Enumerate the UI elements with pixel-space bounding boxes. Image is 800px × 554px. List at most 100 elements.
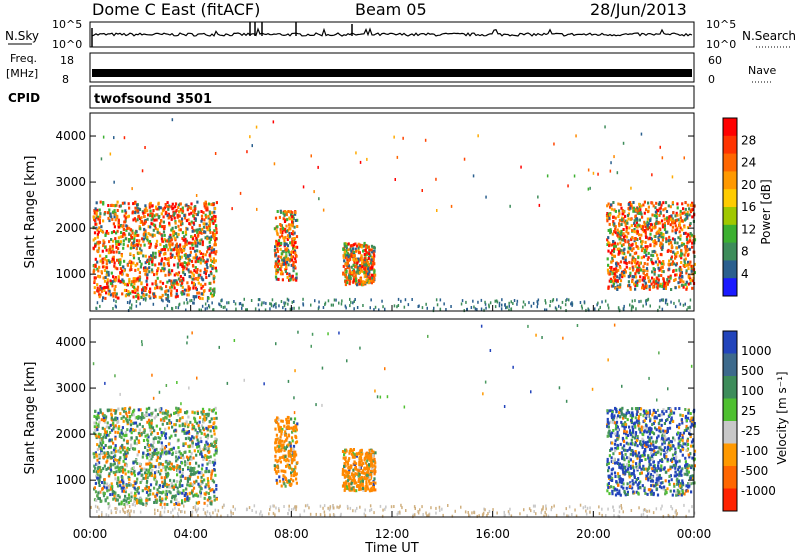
velocity-echo-cell	[100, 443, 103, 447]
power-echo-cell	[206, 266, 209, 269]
power-echo-cell	[127, 290, 130, 293]
power-echo-cell	[115, 292, 118, 296]
power-ground-scatter	[245, 308, 247, 312]
velocity-echo-cell	[179, 410, 182, 414]
power-echo-cell	[160, 237, 163, 241]
power-echo-cell	[355, 257, 358, 261]
power-ground-scatter	[632, 305, 634, 309]
velocity-echo-cell	[185, 411, 188, 415]
power-echo-cell	[675, 252, 678, 256]
velocity-echo-cell	[276, 416, 279, 420]
velocity-echo-cell	[145, 498, 148, 502]
power-echo-cell	[287, 250, 290, 254]
power-echo-cell	[181, 209, 185, 213]
power-echo-cell	[133, 285, 136, 289]
power-echo-cell	[662, 280, 666, 284]
power-echo-cell	[137, 233, 140, 237]
power-echo-cell	[293, 225, 296, 229]
power-echo-cell	[198, 239, 201, 243]
power-echo-cell	[198, 250, 201, 254]
power-ground-scatter	[461, 299, 464, 303]
velocity-echo-cell	[147, 470, 150, 474]
power-echo-cell	[610, 260, 613, 264]
power-echo-cell	[686, 214, 689, 218]
velocity-echo-cell	[188, 449, 191, 453]
velocity-echo-cell	[204, 434, 208, 438]
velocity-echo-cell	[206, 449, 209, 453]
power-echo-cell	[639, 237, 642, 240]
power-echo-cell	[167, 239, 170, 243]
velocity-echo-cell	[276, 481, 279, 485]
power-echo-cell	[96, 267, 99, 271]
velocity-echo-cell	[117, 427, 120, 431]
power-echo-cell	[108, 290, 111, 293]
freq-trace	[92, 69, 692, 77]
velocity-echo-cell	[195, 435, 198, 439]
power-echo-cell	[366, 268, 369, 272]
power-echo-cell	[99, 212, 102, 216]
power-echo-cell	[214, 207, 217, 211]
power-echo-cell	[618, 237, 621, 241]
power-echo-cell	[167, 216, 170, 220]
velocity-echo-cell	[164, 471, 167, 475]
power-echo-cell	[622, 243, 625, 247]
velocity-echo-cell	[357, 478, 360, 481]
power-echo-cell	[103, 286, 106, 289]
power-echo-cell	[662, 214, 665, 218]
velocity-echo-cell	[193, 472, 196, 476]
power-sparse-echo	[463, 157, 466, 161]
power-echo-cell	[117, 236, 120, 240]
power-echo-cell	[631, 265, 634, 269]
velocity-echo-cell	[113, 490, 116, 494]
power-echo-cell	[618, 209, 621, 213]
power-echo-cell	[623, 260, 626, 264]
power-ground-scatter	[470, 306, 473, 309]
velocity-echo-cell	[159, 427, 162, 431]
velocity-echo-cell	[108, 488, 111, 492]
power-echo-cell	[122, 279, 125, 283]
power-echo-cell	[629, 253, 632, 257]
power-echo-cell	[281, 231, 284, 234]
velocity-echo-cell	[163, 448, 166, 452]
power-echo-cell	[111, 244, 114, 248]
velocity-echo-cell	[172, 479, 175, 483]
power-echo-cell	[691, 201, 694, 205]
power-echo-cell	[168, 271, 171, 275]
velocity-echo-cell	[102, 455, 105, 459]
power-echo-cell	[119, 240, 123, 244]
power-echo-cell	[631, 268, 635, 272]
power-echo-cell	[678, 276, 681, 280]
velocity-echo-cell	[212, 480, 216, 484]
velocity-echo-cell	[183, 429, 186, 433]
power-ground-scatter	[396, 305, 398, 309]
power-echo-layer	[92, 118, 697, 313]
power-echo-cell	[181, 206, 184, 210]
velocity-echo-cell	[103, 485, 106, 489]
nsky-frame	[89, 21, 695, 48]
velocity-echo-cell	[290, 436, 294, 440]
power-echo-cell	[362, 280, 365, 284]
velocity-echo-cell	[281, 443, 284, 447]
power-echo-cell	[347, 264, 350, 268]
power-echo-cell	[685, 280, 688, 284]
velocity-echo-cell	[134, 428, 137, 432]
power-ground-scatter	[524, 303, 526, 307]
velocity-echo-cell	[279, 444, 282, 448]
power-echo-cell	[612, 222, 615, 226]
power-echo-cell	[610, 266, 613, 269]
velocity-echo-cell	[99, 433, 102, 437]
power-ground-scatter	[494, 305, 497, 309]
power-ground-scatter	[647, 297, 650, 301]
velocity-echo-cell	[106, 421, 109, 425]
power-echo-cell	[187, 293, 190, 297]
power-echo-cell	[606, 257, 609, 261]
power-echo-cell	[688, 235, 692, 239]
power-echo-cell	[166, 214, 169, 218]
power-echo-cell	[369, 276, 372, 280]
power-echo-cell	[162, 263, 166, 267]
velocity-echo-cell	[134, 493, 137, 497]
power-echo-cell	[136, 243, 139, 247]
power-echo-cell	[179, 243, 182, 247]
power-echo-cell	[183, 292, 186, 296]
velocity-echo-cell	[117, 494, 120, 497]
